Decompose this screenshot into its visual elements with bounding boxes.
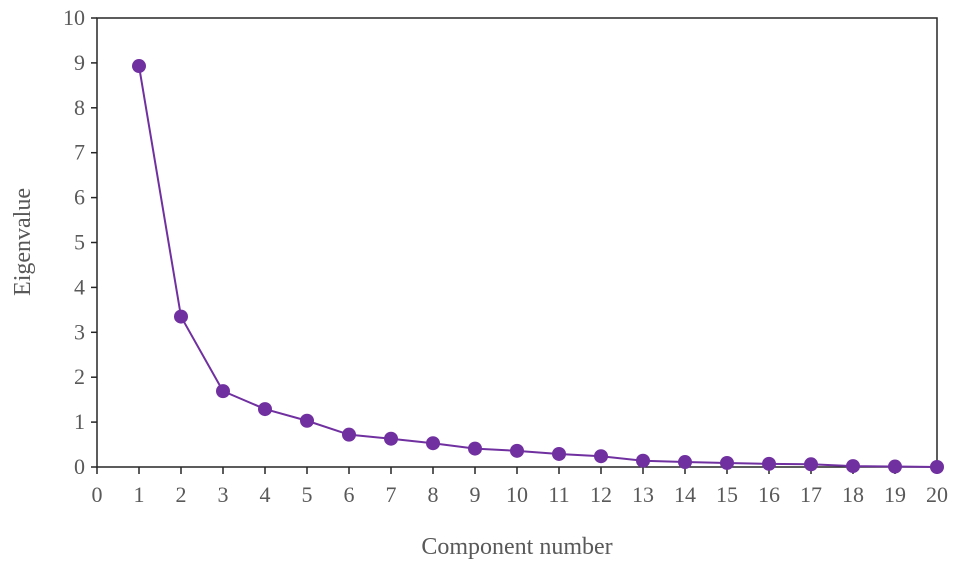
x-tick-label: 15	[716, 482, 738, 507]
x-tick-label: 17	[800, 482, 822, 507]
data-point	[300, 413, 314, 428]
plot-frame	[96, 17, 938, 468]
data-point	[552, 446, 566, 461]
series-layer	[132, 59, 944, 474]
y-tick-label: 6	[74, 185, 85, 210]
y-tick-label: 3	[74, 319, 85, 344]
x-tick-label: 16	[758, 482, 780, 507]
y-axis-title: Eigenvalue	[10, 188, 36, 296]
x-tick-label: 20	[926, 482, 948, 507]
x-tick-label: 12	[590, 482, 612, 507]
data-point	[426, 436, 440, 451]
data-point	[342, 427, 356, 442]
x-tick-label: 18	[842, 482, 864, 507]
x-tick-label: 6	[344, 482, 355, 507]
data-point	[468, 441, 482, 456]
data-point	[174, 309, 188, 324]
x-tick-label: 2	[176, 482, 187, 507]
y-axis-ticks: 0 1 2 3 4 5 6 7 8 9 10	[63, 5, 97, 479]
data-point	[510, 443, 524, 458]
x-tick-label: 19	[884, 482, 906, 507]
x-tick-label: 14	[674, 482, 696, 507]
x-tick-label: 4	[260, 482, 271, 507]
x-tick-label: 0	[92, 482, 103, 507]
x-axis-title: Component number	[421, 534, 612, 560]
data-point	[762, 456, 776, 471]
y-tick-label: 10	[63, 5, 85, 30]
y-tick-label: 5	[74, 230, 85, 255]
x-tick-label: 9	[470, 482, 481, 507]
x-tick-label: 1	[134, 482, 145, 507]
y-tick-label: 1	[74, 409, 85, 434]
x-tick-label: 11	[548, 482, 569, 507]
data-point	[594, 449, 608, 464]
data-point	[678, 455, 692, 470]
y-tick-label: 0	[74, 454, 85, 479]
data-point	[846, 459, 860, 474]
data-point	[258, 402, 272, 417]
y-tick-label: 2	[74, 364, 85, 389]
data-point	[720, 455, 734, 470]
x-tick-label: 13	[632, 482, 654, 507]
x-tick-label: 3	[218, 482, 229, 507]
x-tick-label: 10	[506, 482, 528, 507]
x-axis-ticks: 0 1 2 3 4 5 6 7 8 9 10 11 12 13 14 15 16 17 18 19 20	[92, 467, 948, 507]
data-point	[216, 384, 230, 399]
data-point	[804, 457, 818, 472]
x-tick-label: 7	[386, 482, 397, 507]
x-tick-label: 8	[428, 482, 439, 507]
x-tick-label: 5	[302, 482, 313, 507]
series-line	[138, 65, 938, 468]
data-point	[888, 459, 902, 474]
y-tick-label: 8	[74, 95, 85, 120]
data-point	[384, 431, 398, 446]
y-tick-label: 4	[74, 274, 85, 299]
y-tick-label: 9	[74, 50, 85, 75]
data-point	[636, 453, 650, 468]
y-tick-label: 7	[74, 140, 85, 165]
data-point	[132, 59, 146, 74]
data-point	[930, 460, 944, 474]
